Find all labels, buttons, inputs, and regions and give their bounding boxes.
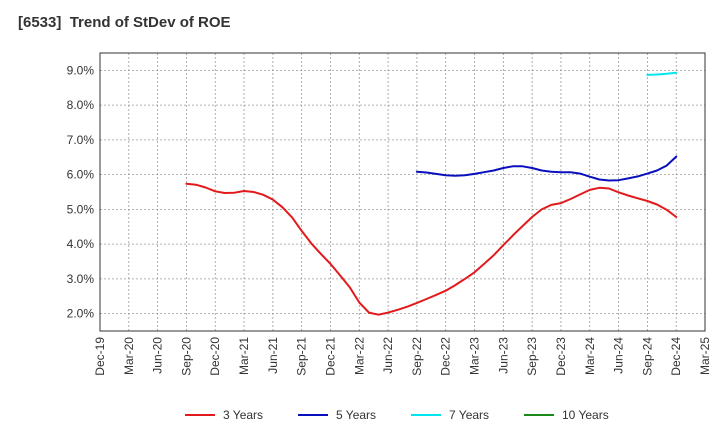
y-tick-label: 9.0% [67, 63, 95, 77]
x-tick-label: Jun-22 [381, 337, 395, 374]
x-tick-label: Mar-25 [698, 337, 712, 375]
legend-label-10-years: 10 Years [562, 408, 609, 422]
x-tick-label: Sep-22 [410, 337, 424, 376]
x-tick-label: Dec-24 [669, 337, 683, 376]
legend-label-5-years: 5 Years [336, 408, 376, 422]
grid [99, 53, 706, 331]
x-tick-label: Dec-20 [208, 337, 222, 376]
x-tick-label: Mar-21 [237, 337, 251, 375]
y-tick-label: 7.0% [67, 133, 95, 147]
x-tick-label: Jun-20 [151, 337, 165, 374]
y-tick-label: 2.0% [67, 307, 95, 321]
series-line-5-years [415, 155, 678, 182]
y-tick-label: 6.0% [67, 168, 95, 182]
x-tick-label: Mar-22 [352, 337, 366, 375]
legend-label-7-years: 7 Years [449, 408, 489, 422]
x-tick-label: Dec-23 [554, 337, 568, 376]
y-tick-label: 5.0% [67, 202, 95, 216]
series-line-7-years [646, 71, 678, 76]
y-tick-label: 8.0% [67, 98, 95, 112]
legend-label-3-years: 3 Years [223, 408, 263, 422]
y-tick-label: 3.0% [67, 272, 95, 286]
x-tick-label: Dec-22 [439, 337, 453, 376]
x-tick-label: Jun-23 [496, 337, 510, 374]
x-tick-label: Dec-21 [323, 337, 337, 376]
x-tick-label: Dec-19 [93, 337, 107, 376]
x-tick-label: Sep-23 [525, 337, 539, 376]
y-tick-label: 4.0% [67, 237, 95, 251]
chart-title: [6533] Trend of StDev of ROE [18, 14, 231, 31]
plot-area [99, 52, 706, 332]
axis-ticks: Dec-19 Mar-20 Jun-20 Sep-20 Dec-20 Mar-21 Jun-… [67, 63, 712, 375]
x-tick-label: Mar-24 [583, 337, 597, 375]
series-line-3-years [185, 182, 678, 316]
x-tick-label: Sep-24 [640, 337, 654, 376]
x-tick-label: Mar-23 [468, 337, 482, 375]
x-tick-label: Jun-21 [266, 337, 280, 374]
x-tick-label: Mar-20 [122, 337, 136, 375]
x-tick-label: Sep-21 [295, 337, 309, 376]
x-tick-label: Jun-24 [612, 337, 626, 374]
legend: 3 Years 5 Years 7 Years 10 Years [185, 408, 609, 422]
series-lines [185, 71, 678, 316]
x-tick-label: Sep-20 [179, 337, 193, 376]
